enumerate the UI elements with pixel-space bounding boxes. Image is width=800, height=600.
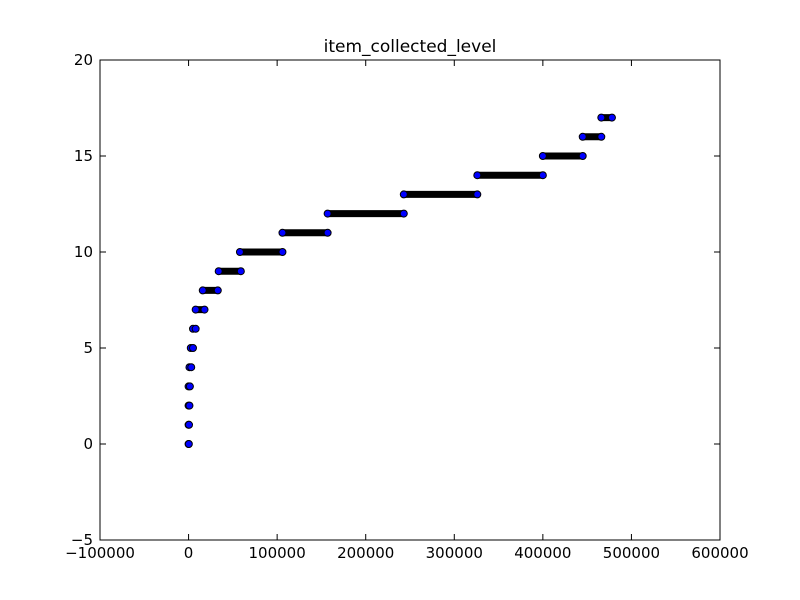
y-tick-label: 10 (74, 243, 93, 261)
data-point (538, 171, 547, 180)
axis-ticks: −100000 0 100000 200000 300000 400000 500000 60… (65, 51, 749, 562)
data-point (189, 344, 197, 352)
data-point (578, 132, 587, 141)
x-tick-label: 400000 (514, 544, 571, 562)
y-tick-label: 0 (83, 435, 93, 453)
data-point (198, 286, 207, 295)
data-point (185, 401, 194, 410)
data-point (214, 267, 223, 276)
data-point (597, 132, 606, 141)
y-tick-label: 15 (74, 147, 93, 165)
data-point (200, 305, 209, 314)
data-point (607, 113, 616, 122)
x-tick-label: 100000 (249, 544, 306, 562)
data-point (473, 171, 482, 180)
data-point (399, 209, 408, 218)
y-tick-label: −5 (71, 531, 93, 549)
data-point (213, 286, 222, 295)
data-point (278, 248, 287, 256)
x-tick-label: 200000 (337, 544, 394, 562)
x-tick-label: 500000 (603, 544, 660, 562)
x-tick-label: 0 (184, 544, 194, 562)
data-point (185, 420, 194, 429)
data-point (191, 305, 200, 314)
data-point (538, 152, 547, 160)
data-point (278, 228, 287, 237)
data-point (187, 363, 196, 372)
chart-title: item_collected_level (324, 37, 497, 57)
plot-area-frame (99, 59, 721, 541)
data-point (191, 324, 200, 333)
data-point (399, 190, 408, 199)
data-points (184, 113, 616, 448)
x-tick-label: 300000 (426, 544, 483, 562)
data-point (323, 209, 332, 218)
data-point (185, 382, 194, 391)
data-point (597, 113, 606, 122)
y-tick-label: 20 (74, 51, 93, 69)
data-point (184, 440, 193, 448)
data-point (578, 152, 587, 160)
data-point (473, 190, 482, 199)
data-point (235, 248, 244, 256)
x-tick-label: 600000 (691, 544, 748, 562)
data-point (323, 228, 332, 237)
y-tick-label: 5 (83, 339, 93, 357)
data-point (236, 267, 245, 276)
x-tick-label: −100000 (65, 544, 135, 562)
